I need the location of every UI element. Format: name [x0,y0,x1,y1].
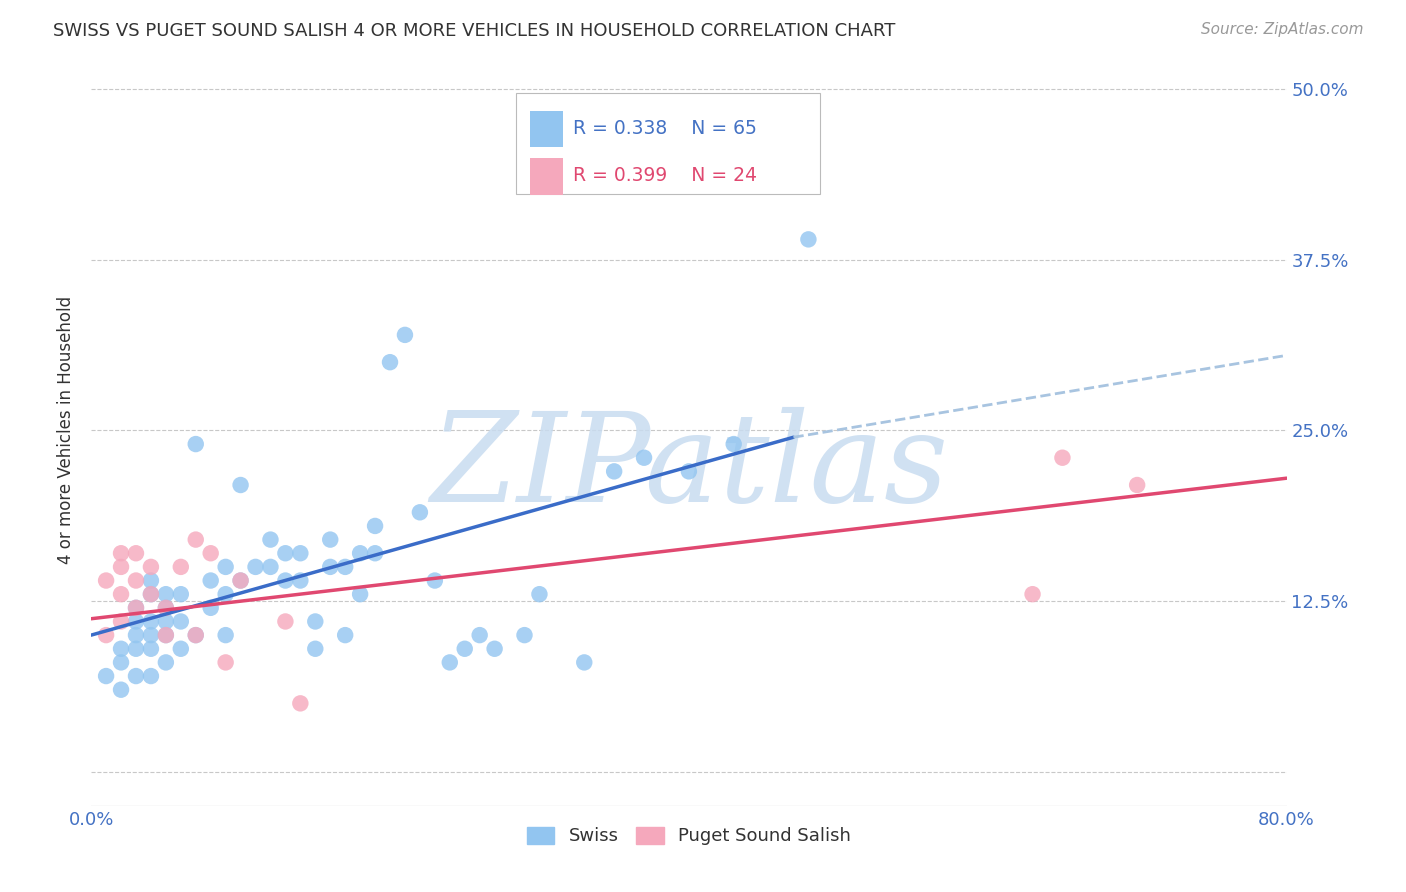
Point [125,574,148,588]
Point [394,327,416,342]
Text: R = 0.399    N = 24: R = 0.399 N = 24 [572,166,756,186]
Point [214,560,236,574]
Point [229,574,252,588]
Point [184,628,207,642]
Point [94,628,117,642]
Point [304,615,326,629]
Point [125,600,148,615]
Point [170,587,193,601]
Point [335,560,357,574]
Point [139,669,162,683]
Point [110,560,132,574]
Point [155,600,177,615]
Point [1021,587,1043,601]
Point [110,641,132,656]
Point [1052,450,1074,465]
Point [139,587,162,601]
Point [200,600,222,615]
Point [184,437,207,451]
Point [155,600,177,615]
Point [574,656,596,670]
Point [200,546,222,560]
Point [184,533,207,547]
Point [139,641,162,656]
Point [110,615,132,629]
Point [633,450,655,465]
Point [139,560,162,574]
Point [454,641,477,656]
FancyBboxPatch shape [530,159,564,194]
Text: ZIPatlas: ZIPatlas [430,407,948,529]
Point [259,533,281,547]
Point [125,641,148,656]
Point [184,628,207,642]
Point [125,600,148,615]
Point [335,628,357,642]
Point [723,437,745,451]
Point [319,533,342,547]
Point [797,232,820,246]
Point [259,560,281,574]
Point [603,464,626,478]
Point [274,615,297,629]
Point [378,355,401,369]
Point [423,574,446,588]
Point [274,574,297,588]
Point [125,628,148,642]
Point [364,546,387,560]
Point [229,574,252,588]
Point [155,628,177,642]
Point [125,615,148,629]
Legend: Swiss, Puget Sound Salish: Swiss, Puget Sound Salish [527,827,851,846]
Point [319,560,342,574]
Point [139,628,162,642]
Point [155,587,177,601]
Point [290,546,312,560]
Point [155,656,177,670]
Point [200,574,222,588]
Point [155,615,177,629]
FancyBboxPatch shape [516,93,820,194]
Point [110,546,132,560]
Point [139,574,162,588]
Point [110,656,132,670]
Point [468,628,491,642]
Point [214,628,236,642]
Point [214,656,236,670]
Text: Source: ZipAtlas.com: Source: ZipAtlas.com [1201,22,1364,37]
Point [349,587,371,601]
Point [245,560,267,574]
Point [94,574,117,588]
Y-axis label: 4 or more Vehicles in Household: 4 or more Vehicles in Household [58,296,75,565]
Point [229,478,252,492]
Point [139,615,162,629]
Point [125,669,148,683]
Point [409,505,432,519]
Point [304,641,326,656]
Point [170,560,193,574]
Point [110,587,132,601]
Point [529,587,551,601]
Point [290,697,312,711]
Point [170,615,193,629]
Text: SWISS VS PUGET SOUND SALISH 4 OR MORE VEHICLES IN HOUSEHOLD CORRELATION CHART: SWISS VS PUGET SOUND SALISH 4 OR MORE VE… [53,22,896,40]
Point [484,641,506,656]
Point [290,574,312,588]
Point [274,546,297,560]
Point [513,628,536,642]
Text: R = 0.338    N = 65: R = 0.338 N = 65 [572,119,756,137]
Point [139,587,162,601]
Point [214,587,236,601]
Point [1126,478,1149,492]
Point [170,641,193,656]
Point [155,628,177,642]
Point [125,546,148,560]
Point [110,682,132,697]
Point [439,656,461,670]
FancyBboxPatch shape [530,111,564,147]
Point [678,464,700,478]
Point [94,669,117,683]
Point [364,519,387,533]
Point [349,546,371,560]
